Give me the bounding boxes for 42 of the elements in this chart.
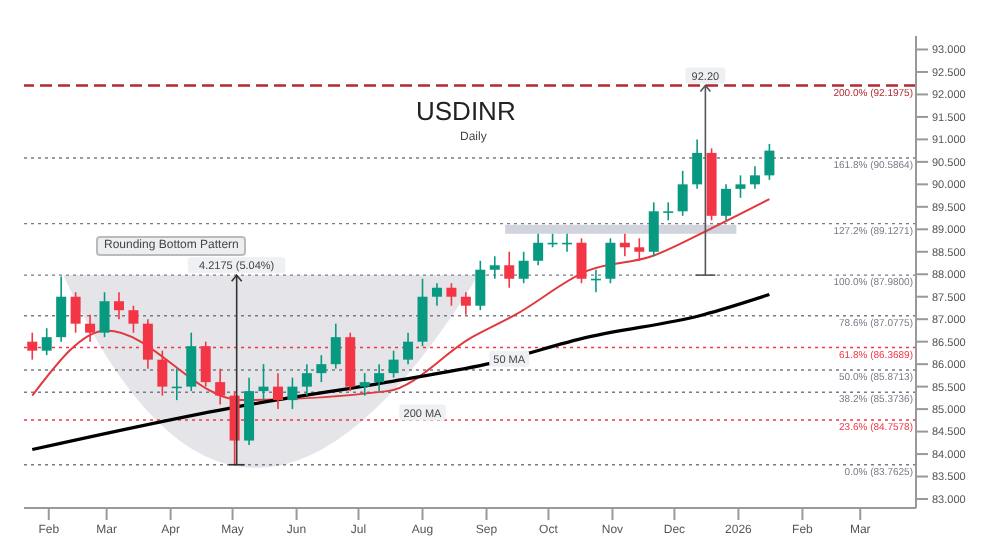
- candlestick: [215, 367, 226, 406]
- candlestick: [431, 282, 442, 307]
- candlestick: [663, 201, 674, 222]
- candlestick: [648, 201, 659, 258]
- candlestick: [301, 363, 312, 397]
- candlestick: [605, 237, 616, 285]
- candlestick: [99, 291, 110, 338]
- candlestick: [692, 138, 703, 190]
- candlestick: [142, 318, 153, 370]
- candlestick: [446, 282, 457, 307]
- candlestick: [316, 354, 327, 383]
- candlestick: [489, 255, 500, 280]
- candlestick: [186, 331, 197, 392]
- candlestick: [388, 349, 399, 379]
- candlestick: [721, 183, 732, 222]
- candlestick: [460, 291, 471, 316]
- candlestick: [518, 250, 529, 285]
- candlestick: [504, 250, 515, 289]
- line-series: [30, 292, 771, 452]
- candlestick: [272, 372, 283, 410]
- candlestick: [403, 331, 414, 365]
- candlestick: [359, 372, 370, 397]
- text: USDINR: [416, 96, 516, 126]
- candlestick: [634, 237, 645, 262]
- candlestick: [85, 313, 96, 343]
- candlestick: [749, 165, 760, 190]
- candlestick: [157, 349, 168, 397]
- candlestick: [475, 259, 486, 312]
- candlestick: [417, 277, 428, 347]
- candlestick: [374, 363, 385, 392]
- candlestick: [70, 291, 81, 334]
- candlestick: [56, 275, 67, 343]
- candlestick: [41, 327, 52, 356]
- candlestick: [677, 170, 688, 217]
- candlestick: [287, 376, 298, 410]
- candlestick: [764, 143, 775, 181]
- candlestick: [735, 174, 746, 199]
- candlestick: [128, 304, 139, 334]
- candlestick: [330, 322, 341, 370]
- candlestick: [576, 237, 587, 285]
- candlestick: [533, 232, 544, 267]
- candlestick: [113, 291, 124, 320]
